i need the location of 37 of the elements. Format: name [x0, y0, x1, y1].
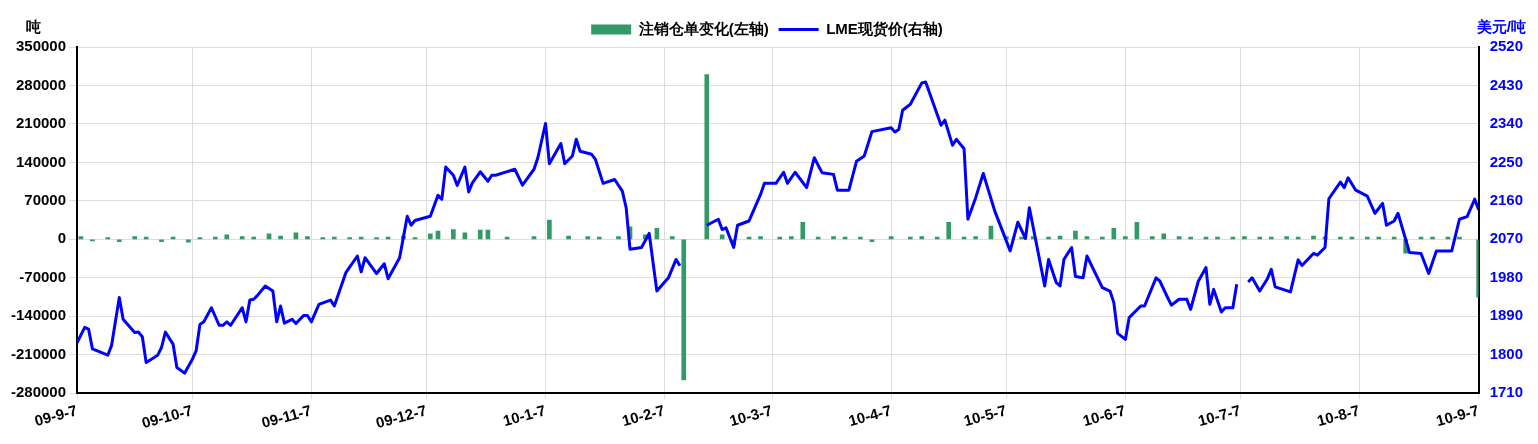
x-tick-label: 09-10-7 — [139, 401, 195, 432]
x-tick-label: 10-4-7 — [846, 401, 893, 430]
y2-tick-label: 2070 — [1489, 229, 1524, 247]
x-tick-label: 09-9-7 — [32, 401, 79, 430]
y-tick-label: -140000 — [10, 306, 67, 324]
x-tick-label: 10-8-7 — [1315, 401, 1362, 430]
x-tick-label: 10-3-7 — [727, 401, 774, 430]
y2-tick-label: 1890 — [1489, 306, 1524, 324]
x-tick-label: 09-11-7 — [259, 401, 314, 431]
y-tick-label: 280000 — [15, 75, 67, 93]
y-tick-label: 140000 — [15, 152, 67, 170]
y2-axis-title: 美元/吨 — [1475, 18, 1526, 36]
y2-tick-label: 2430 — [1489, 75, 1524, 93]
y-tick-label: 70000 — [24, 191, 67, 209]
y-tick-label: -280000 — [10, 383, 67, 401]
y-tick-label: -70000 — [19, 267, 67, 285]
x-tick-label: 10-7-7 — [1196, 401, 1243, 430]
x-tick-label: 09-12-7 — [373, 401, 429, 432]
legend-label: 注销仓单变化(左轴) — [637, 19, 769, 37]
x-tick-label: 10-6-7 — [1080, 401, 1128, 430]
y2-tick-label: 1800 — [1489, 344, 1524, 362]
y2-tick-label: 1710 — [1489, 383, 1524, 401]
legend-label: LME现货价(右轴) — [826, 19, 943, 37]
y-tick-label: 210000 — [15, 114, 67, 132]
y-tick-label: 0 — [57, 229, 67, 247]
y2-tick-label: 1980 — [1489, 267, 1524, 285]
y2-tick-label: 2340 — [1489, 114, 1524, 132]
x-tick-label: 10-5-7 — [961, 401, 1009, 430]
y2-tick-label: 2250 — [1489, 152, 1524, 170]
x-tick-label: 10-1-7 — [501, 401, 548, 430]
y-axis-title: 吨 — [25, 18, 41, 36]
x-tick-label: 10-2-7 — [620, 401, 667, 430]
y-tick-label: -210000 — [10, 344, 67, 362]
x-tick-label: 10-9-7 — [1434, 401, 1481, 430]
y2-tick-label: 2520 — [1489, 37, 1524, 55]
y-tick-label: 350000 — [15, 37, 67, 55]
y2-tick-label: 2160 — [1489, 191, 1524, 209]
